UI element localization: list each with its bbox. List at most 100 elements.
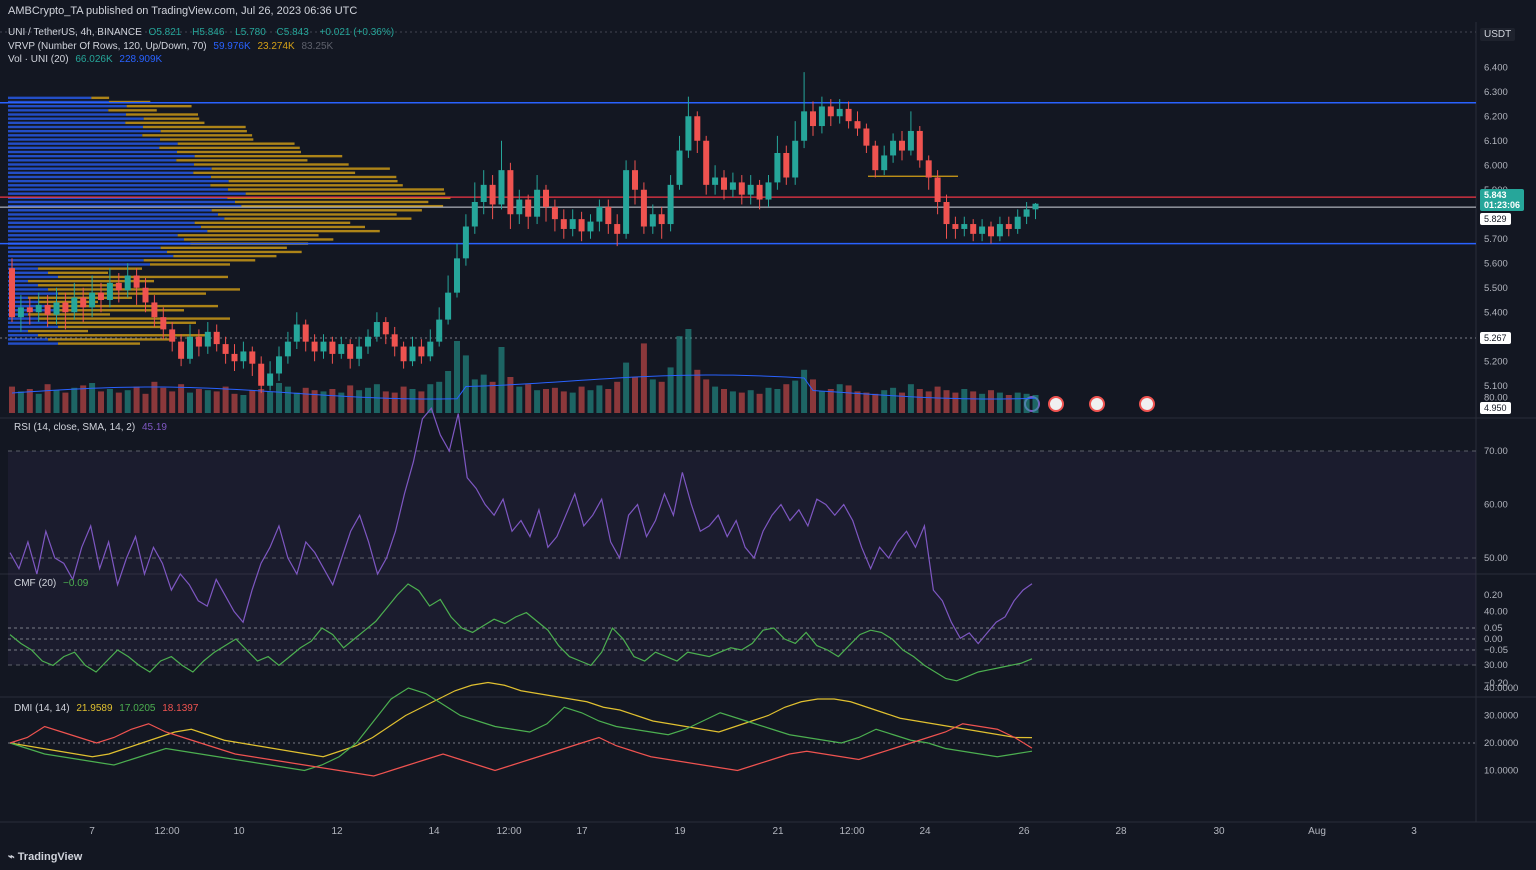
volume-bar bbox=[35, 393, 42, 413]
vp-up-bar bbox=[8, 192, 246, 195]
vp-up-bar bbox=[8, 221, 195, 224]
rsi-legend[interactable]: RSI (14, close, SMA, 14, 2) 45.19 bbox=[14, 422, 171, 433]
cmf-legend[interactable]: CMF (20) −0.09 bbox=[14, 578, 92, 589]
vp-down-bar bbox=[173, 254, 277, 258]
volume-bar bbox=[543, 389, 549, 413]
candle-body bbox=[427, 341, 434, 357]
volume-bar bbox=[1023, 393, 1030, 413]
candle-body bbox=[462, 226, 469, 259]
vp-up-bar bbox=[8, 342, 58, 345]
candle-body bbox=[71, 297, 78, 313]
candle-body bbox=[9, 268, 15, 318]
volume-bar bbox=[115, 392, 122, 413]
candle-body bbox=[80, 297, 87, 308]
vp-up-bar bbox=[8, 184, 211, 187]
volume-bar bbox=[961, 389, 968, 413]
time-tick-label: 28 bbox=[1115, 826, 1127, 837]
vp-down-bar bbox=[143, 117, 200, 120]
ohlc-low: 5.780 bbox=[240, 27, 266, 38]
candle-body bbox=[747, 184, 754, 195]
vp-up-bar bbox=[8, 171, 194, 175]
candle-body bbox=[685, 116, 692, 151]
volume-bar bbox=[756, 393, 763, 413]
candle-body bbox=[98, 292, 104, 300]
vp-up-bar bbox=[8, 254, 174, 258]
symbol-legend[interactable]: UNI / TetherUS, 4h, BINANCE O5.821 H5.84… bbox=[8, 27, 395, 38]
vp-up-bar bbox=[8, 250, 167, 254]
volume-bar bbox=[516, 386, 523, 413]
vp-down-bar bbox=[48, 271, 108, 274]
rsi-tick-label: 70.00 bbox=[1484, 446, 1508, 457]
vp-down-bar bbox=[108, 109, 157, 112]
candle-body bbox=[1014, 216, 1021, 229]
dmi-adx-value: 21.9589 bbox=[76, 703, 113, 714]
candlesticks[interactable] bbox=[9, 72, 1039, 394]
candle-body bbox=[729, 182, 736, 190]
rsi-line bbox=[9, 406, 1033, 645]
tradingview-logo[interactable]: ⌁ TradingView bbox=[8, 850, 82, 863]
volume-bar bbox=[996, 392, 1003, 413]
candle-body bbox=[605, 206, 612, 225]
volume-profile bbox=[8, 96, 451, 345]
volume-bar bbox=[204, 390, 211, 413]
volume-bar bbox=[623, 362, 630, 413]
price-tick-label: 5.600 bbox=[1484, 258, 1508, 269]
candle-body bbox=[907, 130, 914, 151]
volume-bar bbox=[614, 381, 621, 413]
cmf-tick-label: 0.05 bbox=[1484, 623, 1503, 634]
vp-up-bar bbox=[8, 167, 212, 170]
vp-up-bar bbox=[8, 196, 228, 200]
candle-body bbox=[560, 219, 567, 229]
volume-bar bbox=[801, 369, 808, 413]
volume-bar bbox=[988, 390, 994, 413]
candle-body bbox=[391, 334, 398, 347]
volume-bar bbox=[249, 390, 256, 413]
candle-body bbox=[471, 202, 478, 227]
volume-bar bbox=[195, 389, 202, 413]
vp-up-bar bbox=[8, 229, 208, 233]
vp-down-bar bbox=[58, 342, 140, 345]
vp-down-bar bbox=[28, 329, 88, 333]
vp-down-bar bbox=[48, 321, 196, 324]
vp-down-bar bbox=[228, 179, 398, 183]
candle-body bbox=[365, 336, 371, 347]
rsi-tick-label: 30.00 bbox=[1484, 660, 1508, 671]
vrvp-legend[interactable]: VRVP (Number Of Rows, 120, Up/Down, 70) … bbox=[8, 41, 337, 52]
currency-label[interactable]: USDT bbox=[1480, 28, 1516, 41]
vp-up-bar bbox=[8, 200, 235, 204]
vp-down-bar bbox=[235, 200, 429, 204]
candle-body bbox=[587, 221, 594, 232]
volume-bar bbox=[311, 390, 318, 413]
volume-bar bbox=[258, 389, 265, 413]
volume-bar bbox=[462, 355, 469, 413]
volume-bar bbox=[729, 391, 736, 413]
volume-bar bbox=[338, 392, 345, 413]
vp-down-bar bbox=[109, 100, 151, 104]
time-tick-label: 24 bbox=[919, 826, 931, 837]
vp-down-bar bbox=[210, 184, 403, 187]
vp-down-bar bbox=[211, 175, 397, 179]
candle-body bbox=[979, 226, 986, 234]
candle-body bbox=[578, 219, 585, 232]
candle-body bbox=[498, 170, 505, 205]
candle-body bbox=[258, 363, 265, 386]
time-tick-label: 10 bbox=[233, 826, 245, 837]
vp-down-bar bbox=[143, 125, 246, 129]
dmi-legend[interactable]: DMI (14, 14) 21.9589 17.0205 18.1397 bbox=[14, 703, 202, 714]
volume-bar bbox=[480, 374, 487, 413]
volume-bar bbox=[685, 329, 692, 413]
volume-bar bbox=[489, 381, 496, 413]
volume-bar bbox=[676, 336, 683, 413]
volume-legend[interactable]: Vol · UNI (20) 66.026K 228.909K bbox=[8, 54, 166, 65]
vp-up-bar bbox=[8, 113, 126, 116]
candle-body bbox=[400, 346, 407, 362]
candle-body bbox=[961, 224, 968, 229]
volume-bar bbox=[881, 390, 888, 413]
time-tick-label: 19 bbox=[674, 826, 686, 837]
volume-bar bbox=[26, 389, 33, 413]
time-tick-label: 12 bbox=[331, 826, 343, 837]
vp-down-bar bbox=[228, 188, 444, 191]
candle-body bbox=[151, 302, 158, 318]
volume-bar bbox=[525, 384, 532, 413]
